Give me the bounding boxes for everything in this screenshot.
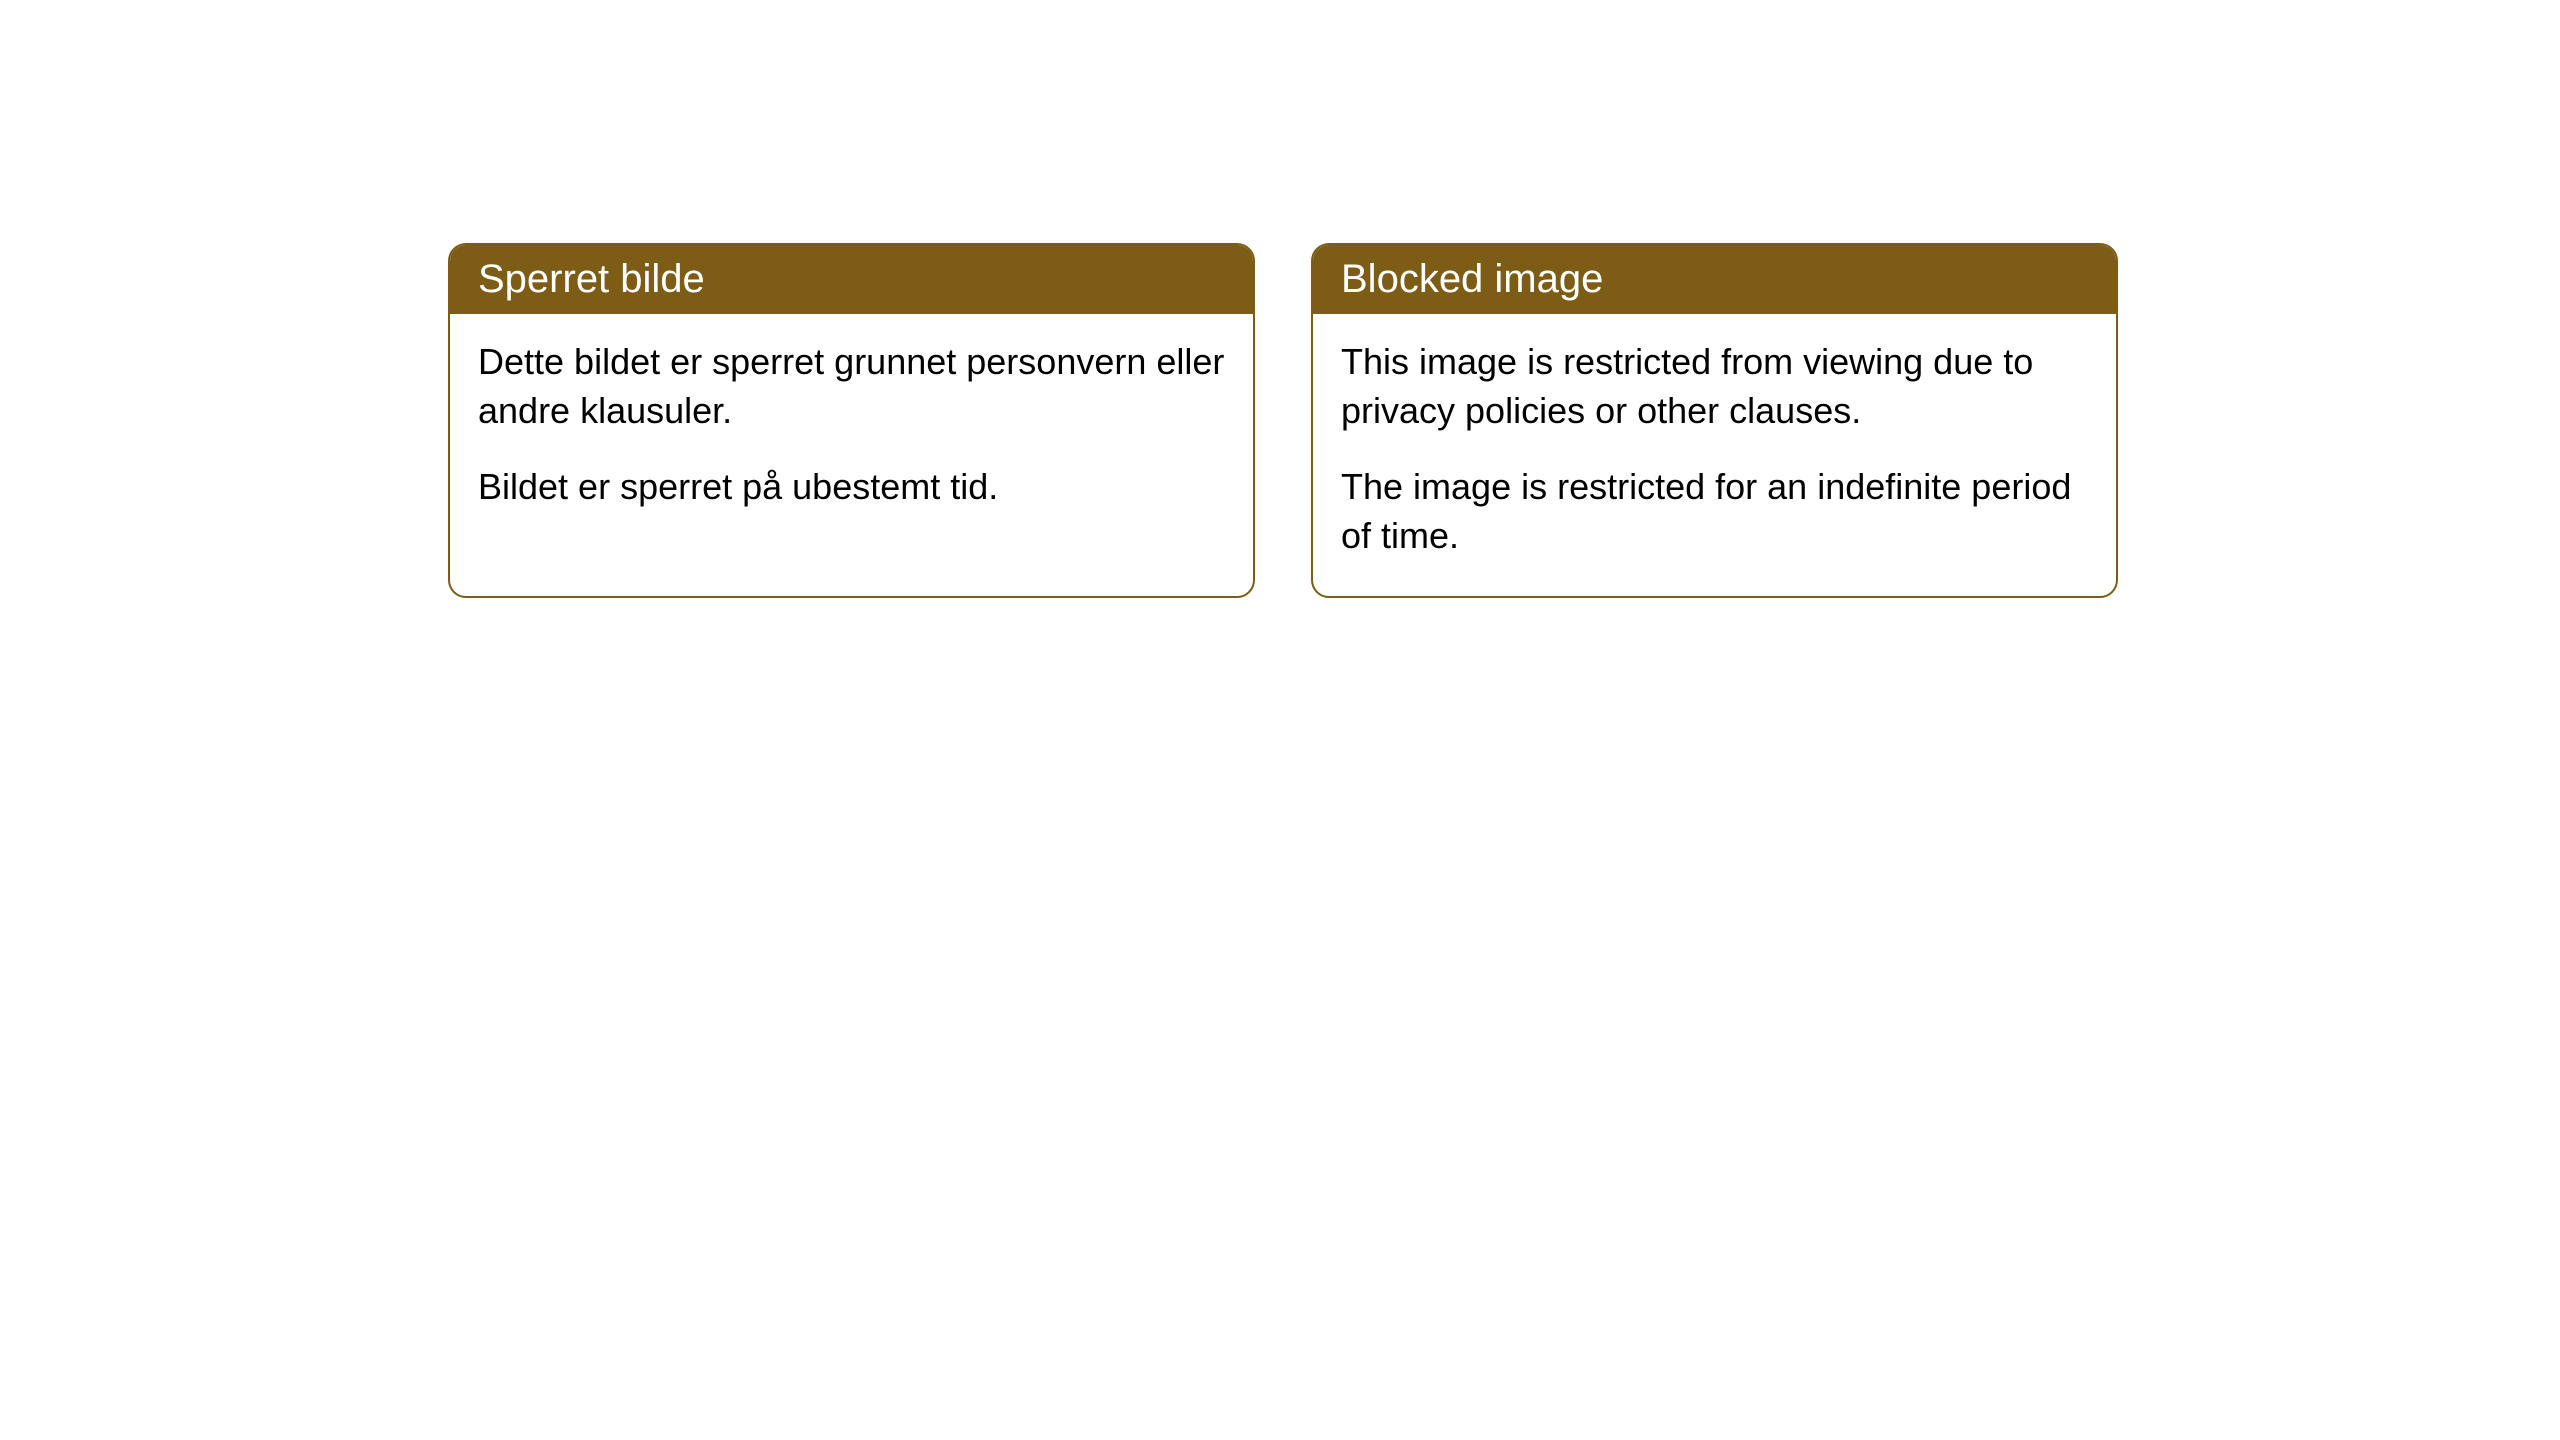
- card-paragraph: Bildet er sperret på ubestemt tid.: [478, 463, 1225, 512]
- notice-card-english: Blocked image This image is restricted f…: [1311, 243, 2118, 598]
- card-paragraph: The image is restricted for an indefinit…: [1341, 463, 2088, 560]
- card-title: Sperret bilde: [478, 257, 705, 301]
- card-header: Blocked image: [1313, 245, 2116, 314]
- card-body: This image is restricted from viewing du…: [1313, 314, 2116, 596]
- card-paragraph: This image is restricted from viewing du…: [1341, 338, 2088, 435]
- card-paragraph: Dette bildet er sperret grunnet personve…: [478, 338, 1225, 435]
- card-title: Blocked image: [1341, 257, 1603, 301]
- notice-cards-container: Sperret bilde Dette bildet er sperret gr…: [448, 243, 2118, 598]
- notice-card-norwegian: Sperret bilde Dette bildet er sperret gr…: [448, 243, 1255, 598]
- card-header: Sperret bilde: [450, 245, 1253, 314]
- card-body: Dette bildet er sperret grunnet personve…: [450, 314, 1253, 548]
